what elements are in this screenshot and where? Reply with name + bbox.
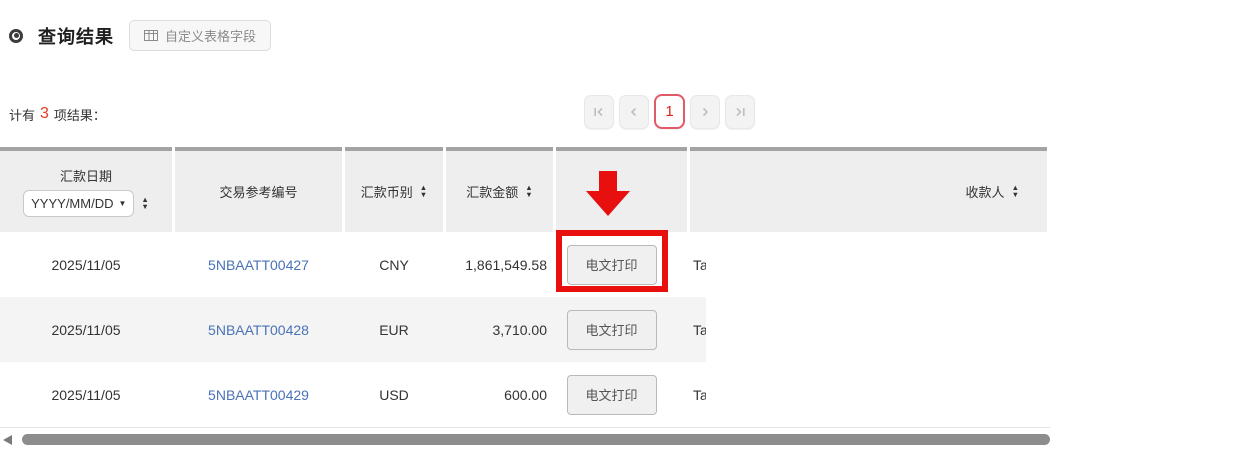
sort-control-amount[interactable]: ▲ ▼ (525, 183, 533, 199)
message-print-button[interactable]: 电文打印 (566, 244, 657, 285)
header-action (556, 147, 687, 232)
scroll-left-arrow[interactable] (3, 435, 12, 445)
sort-asc-icon: ▲ (419, 183, 428, 192)
results-count: 计有 3 项结果： (9, 105, 106, 124)
sort-asc-icon: ▲ (141, 195, 149, 204)
amount-cell: 3,710.00 (492, 321, 548, 338)
currency-cell: CNY (379, 256, 409, 273)
currency-cell: EUR (379, 321, 409, 338)
next-page-button[interactable] (690, 94, 720, 129)
annotation-arrow-down-icon (586, 171, 630, 216)
header-remit-date: 汇款日期 YYYY/MM/DD ▼ ▲ ▼ (0, 147, 172, 232)
table-grid-icon (144, 30, 158, 41)
currency-cell: USD (379, 386, 409, 403)
reference-link[interactable]: 5NBAATT00428 (208, 321, 309, 338)
sort-control-payee[interactable]: ▲ ▼ (1011, 183, 1019, 199)
chevron-down-icon: ▼ (118, 199, 127, 208)
customize-table-fields-button[interactable]: 自定义表格字段 (129, 20, 272, 51)
date-format-value: YYYY/MM/DD (31, 196, 114, 211)
remit-date-cell: 2025/11/05 (51, 386, 121, 403)
date-format-dropdown[interactable]: YYYY/MM/DD ▼ (23, 190, 135, 217)
amount-cell: 600.00 (504, 386, 547, 403)
previous-page-button[interactable] (619, 94, 649, 129)
header-currency-label: 汇款币别 (360, 185, 413, 200)
results-count-suffix: 项结果： (53, 108, 106, 123)
section-bullet-icon (9, 28, 23, 43)
redaction-overlay (706, 232, 1256, 426)
message-print-button[interactable]: 电文打印 (566, 374, 657, 415)
section-header: 查询结果 自定义表格字段 (9, 20, 272, 51)
sort-control-currency[interactable]: ▲ ▼ (419, 183, 428, 199)
table-row: 2025/11/05 5NBAATT00427 CNY 1,861,549.58… (0, 232, 1050, 297)
header-amount: 汇款金额 ▲ ▼ (446, 147, 553, 232)
header-currency: 汇款币别 ▲ ▼ (345, 147, 443, 232)
remit-date-cell: 2025/11/05 (51, 256, 121, 273)
table-bottom-border (0, 427, 1050, 428)
sort-desc-icon: ▼ (141, 201, 149, 211)
chevron-bar-left-icon (594, 107, 603, 116)
amount-cell: 1,861,549.58 (465, 256, 547, 273)
header-amount-label: 汇款金额 (466, 185, 519, 200)
results-count-prefix: 计有 (9, 108, 36, 123)
pagination: 1 (584, 94, 755, 129)
annotation-highlight-box (556, 230, 668, 292)
header-remit-date-label: 汇款日期 (59, 169, 112, 184)
message-print-button[interactable]: 电文打印 (566, 309, 657, 350)
sort-asc-icon: ▲ (525, 183, 533, 192)
last-page-button[interactable] (725, 94, 755, 129)
chevron-bar-right-icon (736, 107, 745, 116)
sort-desc-icon: ▼ (1011, 189, 1019, 199)
results-count-number: 3 (40, 104, 49, 122)
header-payee: 收款人 ▲ ▼ (690, 147, 1047, 232)
sort-desc-icon: ▼ (419, 189, 428, 199)
first-page-button[interactable] (584, 94, 614, 129)
sort-control-date[interactable]: ▲ ▼ (141, 195, 149, 211)
sort-asc-icon: ▲ (1011, 183, 1019, 192)
header-payee-label: 收款人 (965, 185, 1005, 200)
remit-date-cell: 2025/11/05 (51, 321, 121, 338)
reference-link[interactable]: 5NBAATT00427 (208, 256, 309, 273)
header-reference-number-label: 交易参考编号 (219, 185, 298, 200)
horizontal-scrollbar-thumb[interactable] (22, 434, 1050, 445)
chevron-left-icon (630, 107, 637, 116)
chevron-right-icon (702, 107, 709, 116)
reference-link[interactable]: 5NBAATT00429 (208, 386, 309, 403)
table-header-row: 汇款日期 YYYY/MM/DD ▼ ▲ ▼ 交易参考编号 汇款币别 ▲ (0, 147, 1050, 232)
sort-desc-icon: ▼ (525, 189, 533, 199)
customize-table-fields-label: 自定义表格字段 (165, 29, 257, 44)
page-title: 查询结果 (38, 26, 114, 47)
current-page-button[interactable]: 1 (654, 94, 685, 129)
header-reference-number: 交易参考编号 (175, 147, 342, 232)
